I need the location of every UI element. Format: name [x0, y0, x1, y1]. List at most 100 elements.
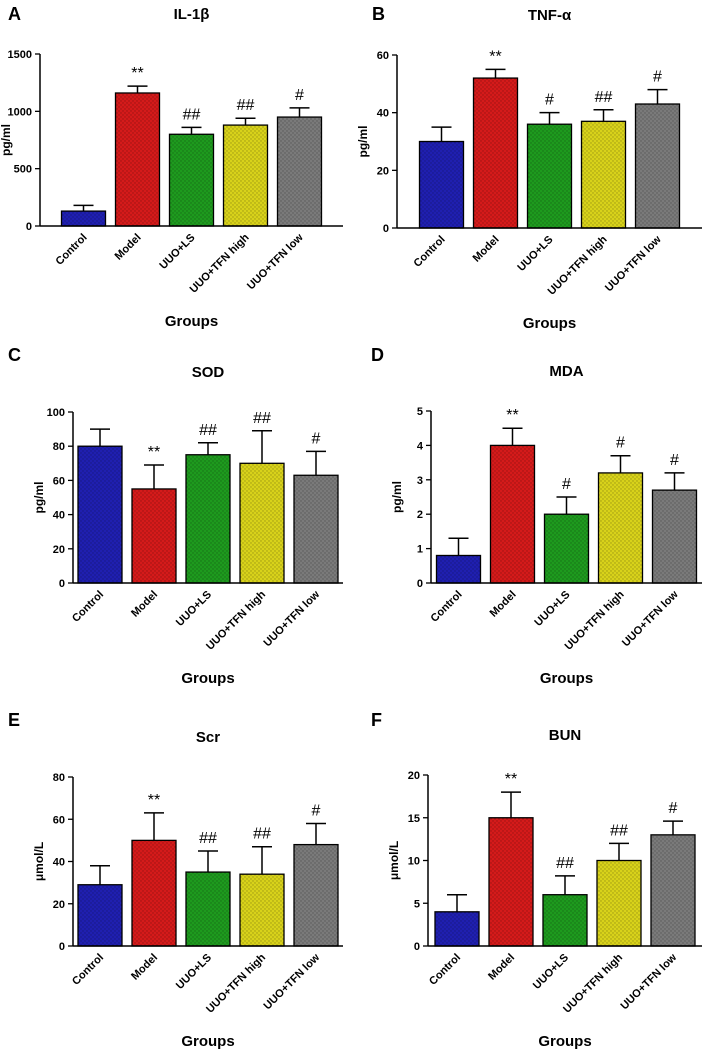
bar-texture [597, 860, 641, 946]
chart-panel-d: D MDA Control ** Model # UUO+LS # UUO+TFN high # U… [371, 345, 702, 687]
y-tick-label: 80 [53, 772, 65, 784]
significance-marker: ** [148, 792, 160, 809]
y-tick-label: 0 [26, 221, 32, 233]
y-tick-label: 40 [53, 510, 65, 522]
x-tick-label: Model [471, 234, 502, 265]
significance-marker: # [312, 802, 321, 819]
y-tick-label: 20 [408, 770, 420, 782]
significance-marker: ** [131, 65, 143, 82]
bar-texture [544, 514, 589, 583]
x-axis-label: Groups [181, 670, 234, 687]
panel-letter: A [8, 4, 21, 24]
y-tick-label: 20 [53, 899, 65, 911]
bar-texture [61, 211, 106, 226]
y-tick-label: 20 [53, 544, 65, 556]
x-tick-label: Control [70, 589, 106, 625]
x-axis-label: Groups [538, 1033, 591, 1050]
y-tick-label: 80 [53, 441, 65, 453]
significance-marker: ## [253, 410, 271, 427]
x-tick-label: UUO+LS [531, 952, 571, 992]
chart-panel-a: A IL-1β Control ** Model ## UUO+LS ## UUO+TFN hi… [0, 4, 343, 330]
significance-marker: # [312, 430, 321, 447]
significance-marker: # [295, 87, 304, 104]
bar-texture [294, 844, 338, 946]
significance-marker: # [669, 800, 678, 817]
significance-marker: ## [253, 826, 271, 843]
chart-title: BUN [549, 727, 582, 744]
x-tick-label: UUO+LS [174, 952, 214, 992]
x-tick-label: Control [53, 232, 89, 268]
significance-marker: ## [595, 89, 613, 106]
panel-letter: E [8, 710, 20, 730]
y-axis-label: pg/ml [356, 126, 370, 158]
bar-texture [435, 911, 479, 946]
significance-marker: # [616, 435, 625, 452]
bar-texture [294, 475, 338, 583]
significance-marker: ## [199, 422, 217, 439]
bar-texture [635, 104, 680, 228]
x-tick-label: UUO+TFN high [204, 588, 268, 652]
x-tick-label: UUO+TFN low [262, 951, 323, 1012]
significance-marker: ## [610, 822, 628, 839]
bar-texture [436, 555, 481, 583]
x-tick-label: Control [427, 952, 463, 988]
x-tick-label: Model [129, 589, 160, 620]
y-axis-label: μmol/L [32, 842, 46, 881]
bar-texture [652, 490, 697, 583]
y-tick-label: 1 [417, 544, 423, 556]
bar-texture [277, 117, 322, 226]
x-axis-label: Groups [181, 1033, 234, 1050]
y-tick-label: 5 [414, 898, 420, 910]
chart-title: TNF-α [528, 7, 572, 24]
x-tick-label: UUO+TFN high [188, 231, 252, 295]
bar-texture [78, 884, 122, 946]
x-axis-label: Groups [540, 670, 593, 687]
bar-texture [78, 446, 122, 583]
x-tick-label: UUO+TFN low [620, 588, 681, 649]
y-tick-label: 0 [383, 223, 389, 235]
x-tick-label: Model [486, 952, 517, 983]
bar-texture [598, 472, 643, 583]
chart-title: Scr [196, 729, 220, 746]
x-tick-label: UUO+LS [532, 589, 572, 629]
bar-texture [527, 124, 572, 228]
significance-marker: ** [506, 407, 518, 424]
y-tick-label: 500 [14, 164, 32, 176]
y-tick-label: 5 [417, 406, 423, 418]
x-tick-label: Model [113, 232, 144, 263]
y-axis-label: pg/ml [32, 482, 46, 514]
y-tick-label: 3 [417, 475, 423, 487]
bar-texture [651, 834, 695, 946]
bar-texture [489, 817, 533, 946]
panel-letter: F [371, 710, 382, 730]
x-tick-label: UUO+TFN low [262, 588, 323, 649]
x-tick-label: UUO+TFN low [603, 233, 664, 294]
y-tick-label: 15 [408, 813, 420, 825]
y-tick-label: 10 [408, 856, 420, 868]
x-tick-label: Control [428, 589, 464, 625]
x-tick-label: Model [129, 952, 160, 983]
bar-texture [473, 78, 518, 228]
bar-texture [240, 463, 284, 583]
y-tick-label: 60 [377, 50, 389, 62]
chart-panel-c: C SOD Control ** Model ## UUO+LS ## UUO+TFN high… [8, 345, 343, 687]
chart-title: SOD [192, 364, 225, 381]
bar-texture [186, 454, 230, 583]
panel-letter: D [371, 345, 384, 365]
x-tick-label: Control [411, 234, 447, 270]
y-axis-label: pg/ml [0, 124, 13, 156]
bar-texture [419, 141, 464, 228]
x-tick-label: UUO+TFN high [204, 951, 268, 1015]
panel-letter: B [372, 4, 385, 24]
bar-texture [169, 134, 214, 226]
bar-texture [223, 125, 268, 226]
y-tick-label: 4 [417, 440, 424, 452]
y-tick-label: 20 [377, 165, 389, 177]
bar-texture [490, 445, 535, 583]
significance-marker: ## [183, 106, 201, 123]
x-tick-label: UUO+TFN low [619, 951, 680, 1012]
significance-marker: # [653, 69, 662, 86]
y-tick-label: 2 [417, 509, 423, 521]
significance-marker: # [545, 92, 554, 109]
bar-texture [132, 840, 176, 946]
